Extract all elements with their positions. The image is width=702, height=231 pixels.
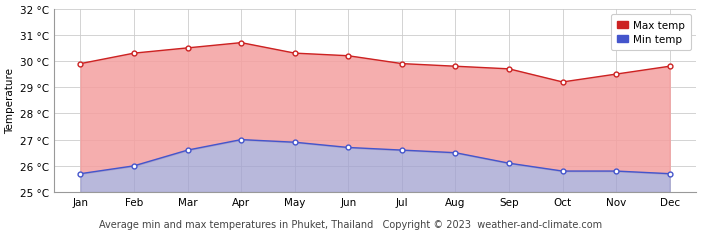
- Text: Average min and max temperatures in Phuket, Thailand   Copyright © 2023  weather: Average min and max temperatures in Phuk…: [100, 219, 602, 229]
- Y-axis label: Temperature: Temperature: [6, 68, 15, 134]
- Legend: Max temp, Min temp: Max temp, Min temp: [611, 15, 691, 51]
